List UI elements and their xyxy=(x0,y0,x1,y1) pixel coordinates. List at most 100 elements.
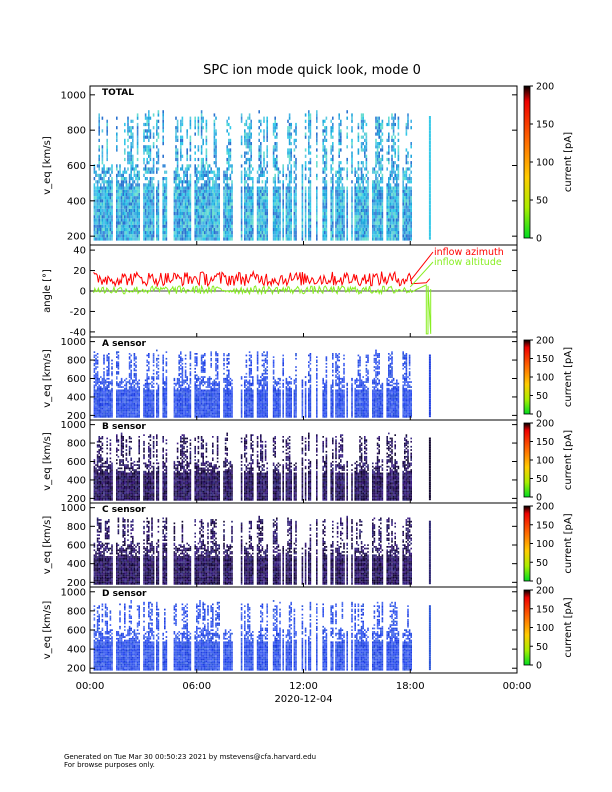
heatmap-cell xyxy=(109,412,112,415)
heatmap-cell xyxy=(133,392,136,395)
heatmap-cell xyxy=(287,227,289,232)
heatmap-cell xyxy=(103,192,105,197)
heatmap-cell xyxy=(287,196,289,200)
heatmap-cell xyxy=(407,202,409,206)
heatmap-cell xyxy=(98,404,100,407)
heatmap-cell xyxy=(152,353,155,355)
heatmap-cell xyxy=(196,183,198,187)
heatmap-cell xyxy=(146,205,148,209)
heatmap-cell xyxy=(122,221,124,225)
heatmap-cell xyxy=(324,224,326,228)
heatmap-cell xyxy=(218,227,220,232)
heatmap-cell xyxy=(164,234,166,238)
heatmap-cell xyxy=(224,218,227,222)
heatmap-cell xyxy=(324,208,326,212)
heatmap-cell xyxy=(295,186,297,190)
heatmap-cell xyxy=(204,237,206,241)
heatmap-cell xyxy=(197,215,200,219)
heatmap-cell xyxy=(228,151,230,155)
heatmap-cell xyxy=(143,221,145,225)
heatmap-cell xyxy=(157,218,160,222)
heatmap-cell xyxy=(119,218,121,222)
heatmap-cell xyxy=(332,205,334,209)
heatmap-cell xyxy=(247,196,249,200)
heatmap-cell xyxy=(138,409,140,412)
heatmap-cell xyxy=(325,221,328,225)
heatmap-cell xyxy=(143,231,145,235)
heatmap-cell xyxy=(372,186,374,190)
heatmap-cell xyxy=(397,126,400,130)
heatmap-cell xyxy=(146,224,148,228)
heatmap-cell xyxy=(308,135,310,139)
heatmap-cell xyxy=(103,377,105,380)
heatmap-cell xyxy=(324,170,326,174)
heatmap-cell xyxy=(304,154,307,158)
heatmap-cell xyxy=(260,167,262,171)
heatmap-cell xyxy=(127,231,129,235)
heatmap-cell xyxy=(117,382,120,385)
heatmap-cell xyxy=(162,231,164,235)
heatmap-cell xyxy=(266,202,268,206)
heatmap-cell xyxy=(156,391,158,393)
heatmap-cell xyxy=(301,183,304,187)
heatmap-cell xyxy=(293,234,296,238)
heatmap-cell xyxy=(247,218,249,222)
heatmap-cell xyxy=(392,237,395,241)
heatmap-cell xyxy=(132,391,134,393)
heatmap-cell xyxy=(136,170,139,174)
heatmap-cell xyxy=(180,227,182,232)
heatmap-cell xyxy=(260,173,262,177)
heatmap-cell xyxy=(215,142,217,146)
heatmap-cell xyxy=(282,192,284,197)
y-tick-label: -20 xyxy=(70,307,86,318)
heatmap-cell xyxy=(165,186,168,190)
heatmap-cell xyxy=(133,404,136,407)
heatmap-cell xyxy=(404,221,406,225)
heatmap-cell xyxy=(164,212,166,216)
heatmap-cell xyxy=(157,407,160,410)
heatmap-cell xyxy=(117,394,120,397)
heatmap-cell xyxy=(287,212,289,216)
heatmap-cell xyxy=(200,170,203,174)
heatmap-cell xyxy=(405,224,408,228)
heatmap-cell xyxy=(162,186,164,190)
heatmap-cell xyxy=(205,199,208,203)
heatmap-cell xyxy=(332,148,334,152)
heatmap-cell xyxy=(156,399,158,402)
heatmap-cell xyxy=(359,237,361,241)
heatmap-cell xyxy=(100,392,102,395)
heatmap-cell xyxy=(130,157,132,162)
heatmap-cell xyxy=(109,196,112,200)
heatmap-cell xyxy=(397,196,400,200)
heatmap-cell xyxy=(428,197,431,201)
heatmap-cell xyxy=(106,205,108,209)
heatmap-cell xyxy=(93,374,96,377)
heatmap-cell xyxy=(117,366,120,368)
heatmap-cell xyxy=(388,180,390,184)
heatmap-cell xyxy=(263,205,265,209)
heatmap-cell xyxy=(117,224,120,228)
heatmap-cell xyxy=(175,167,177,171)
heatmap-cell xyxy=(109,409,112,412)
heatmap-cell xyxy=(285,224,288,228)
heatmap-cell xyxy=(324,119,326,123)
heatmap-cell xyxy=(117,402,120,405)
heatmap-cell xyxy=(388,237,390,241)
heatmap-cell xyxy=(200,221,203,225)
heatmap-cell xyxy=(346,208,348,212)
heatmap-cell xyxy=(346,177,348,181)
heatmap-cell xyxy=(124,396,126,398)
heatmap-cell xyxy=(309,180,312,184)
heatmap-cell xyxy=(322,119,324,123)
heatmap-cell xyxy=(357,135,360,139)
heatmap-cell xyxy=(216,208,219,212)
heatmap-cell xyxy=(164,224,166,228)
heatmap-cell xyxy=(386,215,388,219)
heatmap-cell xyxy=(197,234,200,238)
heatmap-cell xyxy=(100,196,102,200)
heatmap-cell xyxy=(402,221,404,225)
heatmap-cell xyxy=(365,234,368,238)
heatmap-cell xyxy=(117,173,120,177)
heatmap-cell xyxy=(104,208,107,212)
y-tick-label: 40 xyxy=(73,246,86,257)
